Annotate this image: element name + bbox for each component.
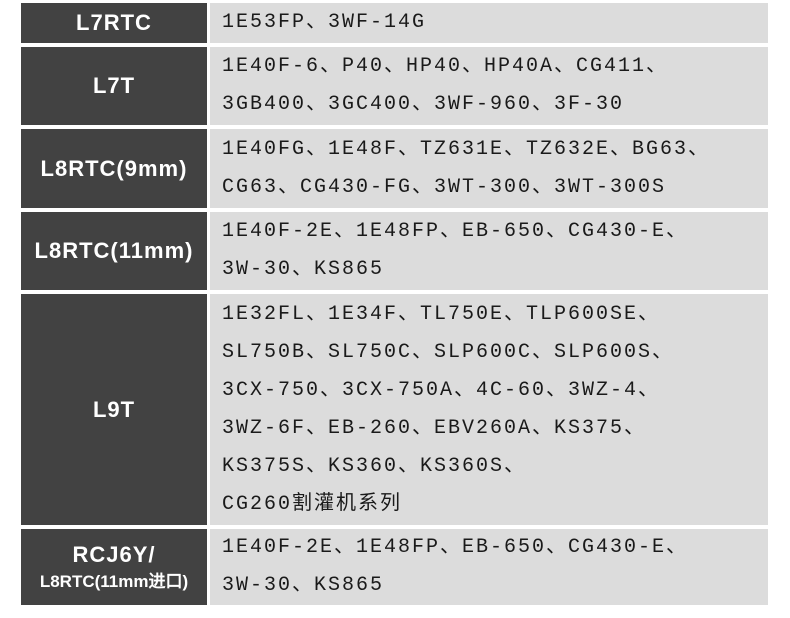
models-line: 1E40F-2E、1E48FP、EB-650、CG430-E、 [222,536,689,559]
compatible-models-cell: 1E40FG、1E48F、TZ631E、TZ632E、BG63、 CG63、CG… [210,129,768,208]
spark-plug-compatibility-table: L7RTC 1E53FP、3WF-14G L7T 1E40F-6、P40、HP4… [21,3,768,605]
models-line: SL750B、SL750C、SLP600C、SLP600S、 [222,340,675,364]
table-row: L8RTC(11mm) 1E40F-2E、1E48FP、EB-650、CG430… [21,212,768,290]
plug-model-cell: L8RTC(11mm) [21,212,207,290]
models-line: 1E32FL、1E34F、TL750E、TLP600SE、 [222,302,661,326]
models-line: 1E40FG、1E48F、TZ631E、TZ632E、BG63、 [222,137,711,161]
compatible-models-cell: 1E40F-2E、1E48FP、EB-650、CG430-E、 3W-30、KS… [210,212,768,290]
plug-model-label: L8RTC(9mm) [40,155,188,181]
plug-model-cell: L8RTC(9mm) [21,129,207,208]
table-row: RCJ6Y/ L8RTC(11mm进口) 1E40F-2E、1E48FP、EB-… [21,529,768,605]
models-line: 3WZ-6F、EB-260、EBV260A、KS375、 [222,416,647,440]
table-row: L7T 1E40F-6、P40、HP40、HP40A、CG411、 3GB400… [21,47,768,125]
table-row: L9T 1E32FL、1E34F、TL750E、TLP600SE、 SL750B… [21,294,768,525]
table-row: L7RTC 1E53FP、3WF-14G [21,3,768,43]
table-row: L8RTC(9mm) 1E40FG、1E48F、TZ631E、TZ632E、BG… [21,129,768,208]
plug-model-sublabel: L8RTC(11mm进口) [39,572,189,591]
models-line: 3CX-750、3CX-750A、4C-60、3WZ-4、 [222,378,661,402]
models-line: 3GB400、3GC400、3WF-960、3F-30 [222,93,625,116]
models-line: CG260割灌机系列 [222,492,403,516]
models-line: 1E40F-2E、1E48FP、EB-650、CG430-E、 [222,220,689,243]
plug-model-cell: L9T [21,294,207,525]
plug-model-label: L8RTC(11mm) [34,238,194,263]
plug-model-label: L7RTC [76,10,152,35]
plug-model-cell: RCJ6Y/ L8RTC(11mm进口) [21,529,207,605]
models-line: 1E40F-6、P40、HP40、HP40A、CG411、 [222,55,669,78]
compatible-models-cell: 1E40F-6、P40、HP40、HP40A、CG411、 3GB400、3GC… [210,47,768,125]
plug-model-cell: L7T [21,47,207,125]
models-line: CG63、CG430-FG、3WT-300、3WT-300S [222,175,667,199]
plug-model-cell: L7RTC [21,3,207,43]
compatible-models-cell: 1E32FL、1E34F、TL750E、TLP600SE、 SL750B、SL7… [210,294,768,525]
compatible-models-cell: 1E53FP、3WF-14G [210,3,768,43]
plug-model-label: L7T [92,73,136,98]
models-line: KS375S、KS360、KS360S、 [222,454,527,478]
models-line: 3W-30、KS865 [222,574,385,597]
plug-model-label: RCJ6Y/ [72,542,156,567]
plug-model-label: L9T [92,396,136,422]
models-line: 1E53FP、3WF-14G [222,11,427,34]
models-line: 3W-30、KS865 [222,258,385,281]
compatible-models-cell: 1E40F-2E、1E48FP、EB-650、CG430-E、 3W-30、KS… [210,529,768,605]
